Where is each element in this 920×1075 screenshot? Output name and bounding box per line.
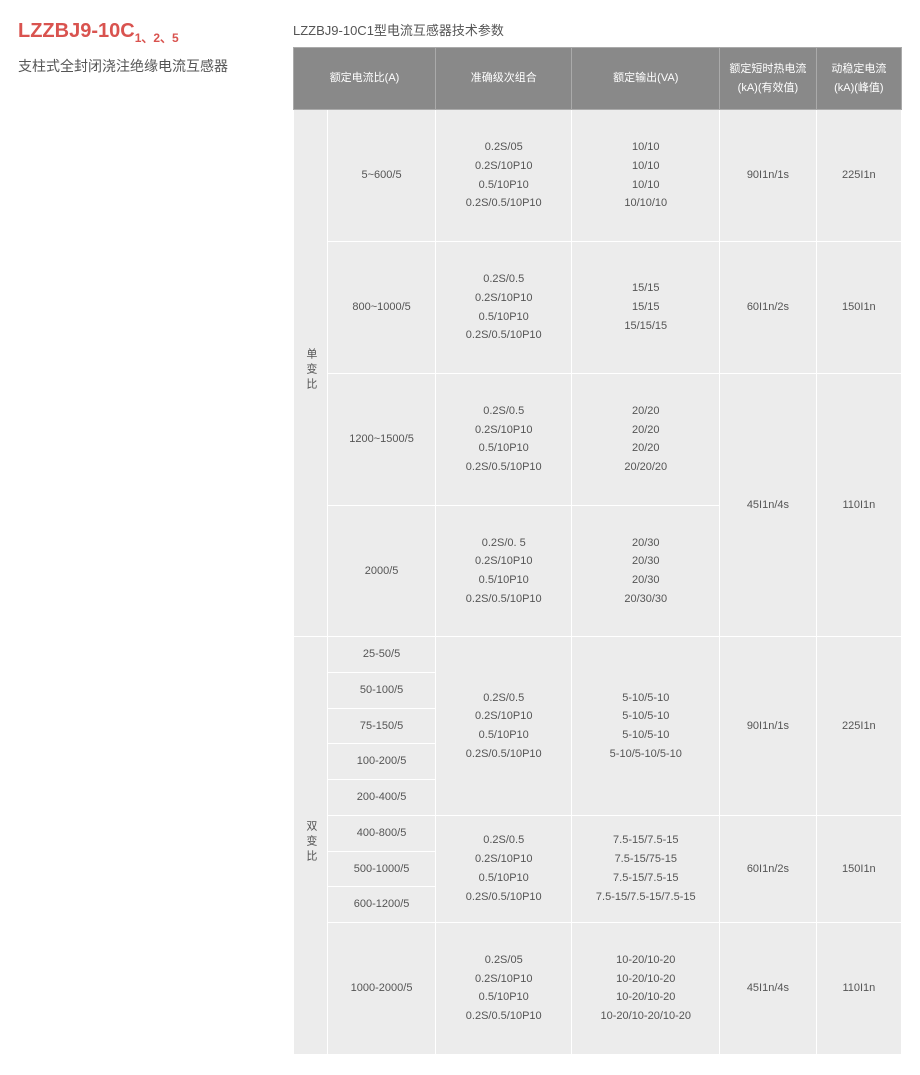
- table-title: LZZBJ9-10C1型电流互感器技术参数: [293, 20, 902, 39]
- ratio-cell: 1000-2000/5: [328, 922, 436, 1054]
- ratio-cell: 50-100/5: [328, 673, 436, 709]
- ratio-cell: 400-800/5: [328, 815, 436, 851]
- output-cell: 10-20/10-20 10-20/10-20 10-20/10-20 10-2…: [572, 922, 720, 1054]
- ratio-cell: 100-200/5: [328, 744, 436, 780]
- dynamic-cell: 150I1n: [816, 242, 901, 374]
- thermal-cell: 45I1n/4s: [720, 373, 817, 637]
- table-row: 1000-2000/5 0.2S/05 0.2S/10P10 0.5/10P10…: [294, 922, 902, 1054]
- output-cell: 7.5-15/7.5-15 7.5-15/75-15 7.5-15/7.5-15…: [572, 815, 720, 922]
- dynamic-cell: 150I1n: [816, 815, 901, 922]
- ratio-cell: 2000/5: [328, 505, 436, 637]
- dynamic-cell: 225I1n: [816, 637, 901, 815]
- group-label-cell: 单变比: [294, 110, 328, 637]
- table-row: 800~1000/5 0.2S/0.5 0.2S/10P10 0.5/10P10…: [294, 242, 902, 374]
- group2-label: 双变比: [301, 820, 320, 865]
- output-cell: 20/30 20/30 20/30 20/30/30: [572, 505, 720, 637]
- output-cell: 15/15 15/15 15/15/15: [572, 242, 720, 374]
- left-column: LZZBJ9-10C1、2、5 支柱式全封闭浇注绝缘电流互感器: [18, 20, 273, 1055]
- accuracy-cell: 0.2S/0. 5 0.2S/10P10 0.5/10P10 0.2S/0.5/…: [436, 505, 572, 637]
- col-accuracy-header: 准确级次组合: [436, 48, 572, 110]
- product-description: 支柱式全封闭浇注绝缘电流互感器: [18, 56, 273, 76]
- thermal-cell: 60I1n/2s: [720, 242, 817, 374]
- ratio-cell: 25-50/5: [328, 637, 436, 673]
- group1-label: 单变比: [301, 348, 320, 393]
- accuracy-cell: 0.2S/0.5 0.2S/10P10 0.5/10P10 0.2S/0.5/1…: [436, 242, 572, 374]
- dynamic-cell: 110I1n: [816, 922, 901, 1054]
- product-code-main: LZZBJ9-10C: [18, 20, 135, 42]
- page: LZZBJ9-10C1、2、5 支柱式全封闭浇注绝缘电流互感器 LZZBJ9-1…: [18, 20, 902, 1055]
- thermal-cell: 45I1n/4s: [720, 922, 817, 1054]
- thermal-cell: 90I1n/1s: [720, 637, 817, 815]
- accuracy-cell: 0.2S/0.5 0.2S/10P10 0.5/10P10 0.2S/0.5/1…: [436, 373, 572, 505]
- ratio-cell: 200-400/5: [328, 780, 436, 816]
- thermal-cell: 60I1n/2s: [720, 815, 817, 922]
- right-column: LZZBJ9-10C1型电流互感器技术参数 额定电流比(A) 准确级次组合 额定…: [293, 20, 902, 1055]
- accuracy-cell: 0.2S/05 0.2S/10P10 0.5/10P10 0.2S/0.5/10…: [436, 922, 572, 1054]
- ratio-cell: 600-1200/5: [328, 887, 436, 923]
- dynamic-cell: 225I1n: [816, 110, 901, 242]
- ratio-cell: 5~600/5: [328, 110, 436, 242]
- accuracy-cell: 0.2S/0.5 0.2S/10P10 0.5/10P10 0.2S/0.5/1…: [436, 815, 572, 922]
- ratio-cell: 500-1000/5: [328, 851, 436, 887]
- col-output-header: 额定输出(VA): [572, 48, 720, 110]
- col-thermal-header: 额定短时热电流(kA)(有效值): [720, 48, 817, 110]
- dynamic-cell: 110I1n: [816, 373, 901, 637]
- thermal-cell: 90I1n/1s: [720, 110, 817, 242]
- accuracy-cell: 0.2S/0.5 0.2S/10P10 0.5/10P10 0.2S/0.5/1…: [436, 637, 572, 815]
- col-dynamic-header: 动稳定电流(kA)(峰值): [816, 48, 901, 110]
- table-header-row: 额定电流比(A) 准确级次组合 额定输出(VA) 额定短时热电流(kA)(有效值…: [294, 48, 902, 110]
- output-cell: 10/10 10/10 10/10 10/10/10: [572, 110, 720, 242]
- table-row: 双变比 25-50/5 0.2S/0.5 0.2S/10P10 0.5/10P1…: [294, 637, 902, 673]
- ratio-cell: 800~1000/5: [328, 242, 436, 374]
- table-row: 400-800/5 0.2S/0.5 0.2S/10P10 0.5/10P10 …: [294, 815, 902, 851]
- ratio-cell: 1200~1500/5: [328, 373, 436, 505]
- col-ratio-header: 额定电流比(A): [294, 48, 436, 110]
- ratio-cell: 75-150/5: [328, 708, 436, 744]
- output-cell: 20/20 20/20 20/20 20/20/20: [572, 373, 720, 505]
- spec-table: 额定电流比(A) 准确级次组合 额定输出(VA) 额定短时热电流(kA)(有效值…: [293, 47, 902, 1055]
- product-code: LZZBJ9-10C1、2、5: [18, 20, 273, 46]
- accuracy-cell: 0.2S/05 0.2S/10P10 0.5/10P10 0.2S/0.5/10…: [436, 110, 572, 242]
- group-label-cell: 双变比: [294, 637, 328, 1054]
- product-code-suffix: 1、2、5: [135, 31, 179, 45]
- table-row: 单变比 5~600/5 0.2S/05 0.2S/10P10 0.5/10P10…: [294, 110, 902, 242]
- output-cell: 5-10/5-10 5-10/5-10 5-10/5-10 5-10/5-10/…: [572, 637, 720, 815]
- table-row: 1200~1500/5 0.2S/0.5 0.2S/10P10 0.5/10P1…: [294, 373, 902, 505]
